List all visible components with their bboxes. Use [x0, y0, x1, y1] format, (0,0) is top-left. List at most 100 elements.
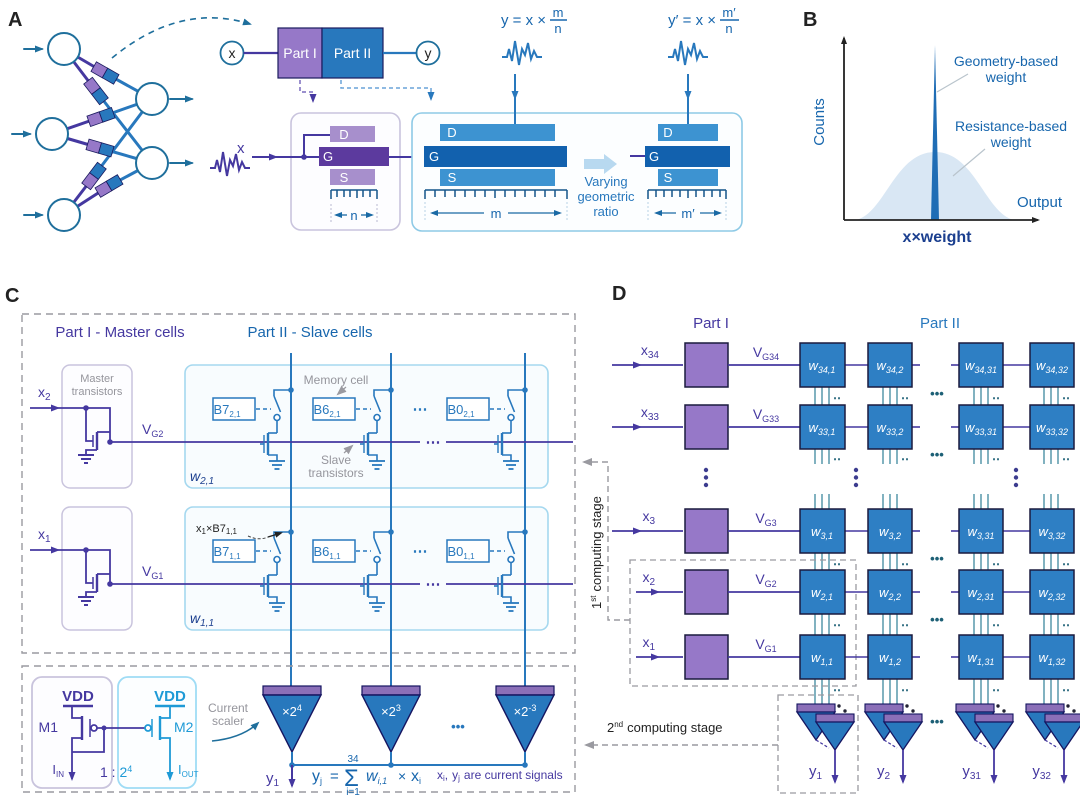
row1-bus-dots: ⋯ — [426, 576, 441, 593]
y-axis-label: Counts — [811, 98, 828, 146]
row-1: x1 VG1 B71,1 B61,1 B01,1 ⋯ ⋯ w1,1 x1×B71… — [30, 523, 529, 629]
b0-21-label: B02,1 — [447, 402, 475, 419]
x-node-label: x — [229, 45, 236, 61]
d-y31-label: y31 — [962, 763, 981, 782]
w-33-2: w33,2 — [877, 420, 904, 437]
d-second-stage-dashed-box — [777, 694, 859, 794]
slave1-s-label: S — [448, 170, 457, 185]
panel-d-label: D — [612, 283, 626, 305]
w-3-2: w3,2 — [879, 524, 901, 541]
w-2-2: w2,2 — [879, 585, 901, 602]
master-transistors-line2: transistors — [72, 386, 123, 398]
w-3-1: w3,1 — [811, 524, 833, 541]
d-x33-label: x33 — [641, 404, 660, 423]
d-row3-dots: ••• — [930, 551, 944, 566]
eq2-den: n — [725, 21, 732, 36]
y1-output-label: y1 — [266, 770, 280, 789]
panel-a-label: A — [8, 9, 22, 31]
scaler-triangles: ×24 ×23 ×2-3 ••• y1 — [261, 685, 556, 789]
panel-b: B Counts Geometry-based weight Resistanc… — [803, 9, 1067, 246]
eq-w: wi,1 — [366, 768, 387, 786]
weight-block: x Part I Part II y — [219, 27, 441, 103]
d-row34-dots: ••• — [930, 386, 944, 401]
slave-box-row1 — [184, 506, 549, 631]
w-33-1: w33,1 — [809, 420, 836, 437]
master-gate-bar — [319, 147, 389, 166]
slave1-gate-bar — [424, 146, 567, 167]
eq-times: × — [398, 768, 406, 784]
current-scaler-line1: Current — [208, 701, 249, 715]
slave1-source-bar — [440, 169, 555, 186]
current-mirror: VDD VDD M1 M2 IIN IOUT 1 : 24 — [31, 676, 199, 789]
y-waveform-icon — [501, 40, 543, 66]
scaler-x2-neg3: ×2-3 — [514, 703, 537, 719]
current-signal-note: xi, yj are current signals — [437, 768, 563, 783]
row2-cell-dots: ⋯ — [413, 401, 428, 418]
slave2-source-bar — [658, 169, 718, 186]
master-g-label: G — [323, 149, 333, 164]
w-34-1: w34,1 — [809, 358, 836, 375]
m1-label: M1 — [39, 719, 59, 735]
first-stage-box — [21, 313, 576, 654]
nn-io-arrows — [11, 45, 194, 219]
memory-cells-row1: B71,1 B61,1 B01,1 — [212, 539, 505, 563]
vdd1-label: VDD — [62, 688, 94, 705]
y2-waveform-icon — [667, 40, 709, 66]
master-s-label: S — [340, 170, 349, 185]
output-label: Output — [1017, 194, 1063, 211]
eq-sum: Σ — [344, 765, 359, 792]
slave1-g-label: G — [429, 149, 439, 164]
b7-11-label: B71,1 — [213, 544, 241, 561]
master-box-row2 — [61, 364, 133, 489]
d-part1-cell — [684, 342, 729, 388]
master-transistors-line1: Master — [80, 373, 114, 385]
w-1-32: w1,32 — [1039, 650, 1066, 667]
varying-line1: Varying — [584, 174, 627, 189]
dim-m-label: m — [491, 206, 502, 221]
d-row-ellipsis — [703, 467, 1019, 488]
iout-label: IOUT — [178, 762, 199, 779]
eq1-den: n — [554, 21, 561, 36]
row-2: x2 VG2 B72,1 B62,1 B02,1 ⋯ ⋯ w2,1 — [30, 384, 529, 487]
current-scaler-line2: scaler — [212, 714, 244, 728]
d-y1-label: y1 — [809, 763, 823, 782]
legend-geometry-line1: Geometry-based — [954, 53, 1058, 69]
d-row2-dots: ••• — [930, 612, 944, 627]
w-2-1: w2,1 — [811, 585, 833, 602]
eq-x: xi — [411, 768, 421, 786]
scaler-output-bus — [291, 752, 526, 766]
d-line-group-dots: ‥ ‥ ‥ ‥ ‥ ‥ ‥ ‥ ‥ ‥ ‥ ‥ ‥ ‥ ‥ ‥ ‥ ‥ ‥ ‥ — [833, 388, 1070, 694]
master-drain-bar — [330, 126, 375, 142]
w-34-31: w34,31 — [965, 358, 997, 375]
d-x1-label: x1 — [642, 634, 655, 653]
w-2-32: w2,32 — [1039, 585, 1066, 602]
stage2-label: 2nd computing stage — [607, 720, 723, 735]
w-3-31: w3,31 — [968, 524, 995, 541]
slave-box-row2 — [184, 364, 549, 489]
d-vg33-label: VG33 — [753, 406, 779, 424]
x-signal-label: x — [237, 140, 245, 157]
w-34-2: w34,2 — [877, 358, 904, 375]
svg-text:‥‥‥‥: ‥ ‥ ‥ ‥ — [833, 615, 1070, 629]
d-y2-label: y2 — [877, 763, 891, 782]
d-first-stage-dashed-box — [629, 559, 857, 687]
master-transistor-diagram: x D G S n — [209, 112, 424, 231]
m2-label: M2 — [174, 719, 194, 735]
d-vg2-label: VG2 — [755, 571, 776, 589]
d-row-3: x3 VG3 w3,1 w3,2 w3,31 w3,32 ••• — [612, 508, 1075, 566]
panel-b-label: B — [803, 9, 817, 31]
scaler-x2-3: ×23 — [381, 703, 401, 719]
w-3-32: w3,32 — [1039, 524, 1066, 541]
slave-transistor-diagram: y = x × m n D G S m Varying geometric ra… — [411, 5, 743, 232]
stage1-connector-arrow — [582, 458, 630, 621]
memory-cell-label: Memory cell — [304, 373, 369, 387]
svg-text:‥‥‥‥: ‥ ‥ ‥ ‥ — [833, 680, 1070, 694]
d-bit-line-groups — [814, 387, 1059, 704]
eq2-num: m′ — [722, 5, 736, 20]
b0-11-label: B01,1 — [447, 544, 475, 561]
master-box-row1 — [61, 506, 133, 631]
part2-block — [321, 27, 384, 79]
x1xb7-annotation: x1×B71,1 — [196, 523, 238, 536]
